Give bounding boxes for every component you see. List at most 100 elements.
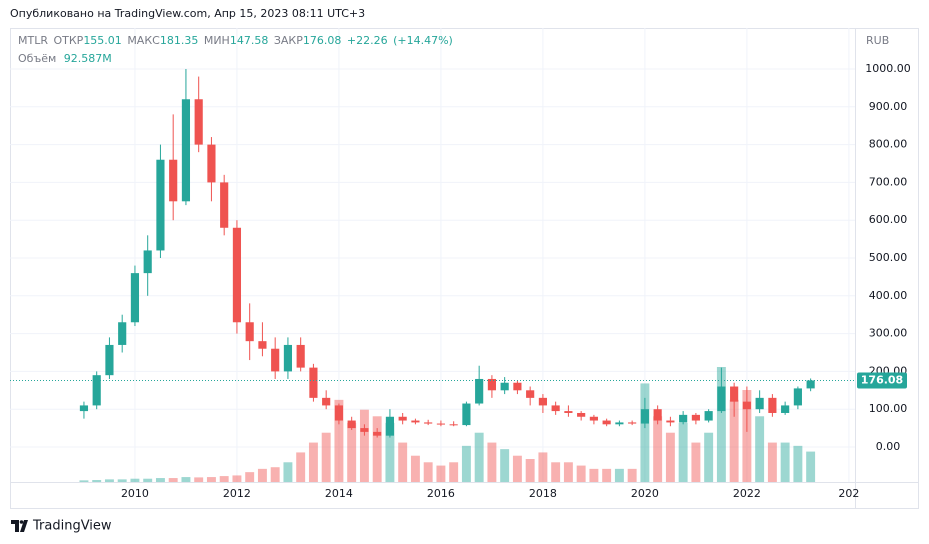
candle-body — [322, 397, 331, 406]
change: +22.26 — [347, 34, 388, 47]
y-tick-label: 800.00 — [869, 138, 908, 151]
y-tick-label: 400.00 — [869, 289, 908, 302]
candle-body — [717, 386, 726, 412]
volume-bar — [232, 475, 242, 482]
brand: TradingView — [32, 519, 112, 534]
volume-bar — [576, 465, 586, 482]
volume-bar — [334, 399, 344, 482]
candle-body — [577, 412, 586, 417]
volume-bar — [143, 478, 153, 482]
candle-body — [781, 405, 790, 413]
symbol: MTLR — [18, 34, 48, 47]
volume-bar — [194, 477, 204, 482]
y-tick-label: 700.00 — [869, 175, 908, 188]
volume-bar — [691, 442, 701, 482]
y-tick-label: 100.00 — [869, 402, 908, 415]
chart-frame — [10, 28, 919, 509]
volume-bar — [729, 399, 739, 482]
volume-bar — [716, 367, 726, 482]
x-tick-label: 2016 — [427, 487, 455, 500]
volume-bar — [270, 467, 280, 482]
high-value: 181.35 — [160, 34, 199, 47]
candle-body — [424, 422, 433, 424]
candle-body — [806, 380, 815, 389]
candle-body — [271, 348, 280, 372]
volume-bar — [423, 462, 433, 482]
volume-bar — [665, 432, 675, 482]
candle-body — [373, 431, 382, 436]
volume-value: 92.587M — [64, 52, 112, 65]
candle-body — [118, 322, 127, 345]
candle-body — [640, 409, 649, 424]
candle-body — [513, 382, 522, 391]
volume-bar — [104, 479, 114, 482]
change-pct: (+14.47%) — [393, 34, 453, 47]
high-label: МАКС — [127, 34, 160, 47]
volume-bar — [385, 422, 395, 482]
volume-bar — [155, 478, 165, 482]
volume-bar — [487, 442, 497, 482]
candle-body — [742, 401, 751, 410]
candle-body — [730, 386, 739, 402]
volume-bar — [92, 480, 102, 482]
volume-bar — [283, 462, 293, 482]
candle-body — [360, 428, 369, 432]
candle-body — [653, 409, 662, 421]
candle-body — [105, 344, 114, 376]
volume-bar — [79, 480, 89, 482]
candle-body — [628, 422, 637, 424]
candle-body — [666, 420, 675, 423]
volume-bar — [525, 459, 535, 482]
volume-bar — [347, 422, 357, 482]
close-value: 176.08 — [303, 34, 342, 47]
candle-body — [475, 378, 484, 404]
volume-bar — [321, 432, 331, 482]
volume-legend: Объём 92.587M — [18, 52, 112, 65]
candle-body — [385, 416, 394, 436]
candle-body — [245, 322, 254, 342]
volume-bar — [181, 477, 191, 482]
candle-body — [755, 397, 764, 410]
legend: MTLR ОТКР155.01 МАКС181.35 МИН147.58 ЗАК… — [18, 34, 453, 47]
volume-bar — [653, 416, 663, 482]
y-tick-label: 0.00 — [876, 440, 901, 453]
volume-bar — [589, 468, 599, 482]
candle-body — [156, 159, 165, 251]
volume-bar — [130, 478, 140, 482]
y-tick-label: 600.00 — [869, 213, 908, 226]
volume-bar — [117, 479, 127, 482]
volume-bar — [780, 442, 790, 482]
volume-bar — [474, 432, 484, 482]
candle-body — [551, 405, 560, 412]
volume-bar — [219, 476, 229, 482]
candle-body — [538, 397, 547, 406]
candle-body — [258, 341, 267, 349]
open-label: ОТКР — [53, 34, 83, 47]
x-tick-label: 2010 — [121, 487, 149, 500]
low-label: МИН — [204, 34, 230, 47]
candle-body — [194, 99, 203, 145]
brand-logo — [11, 520, 28, 532]
candle-body — [768, 397, 777, 413]
volume-bar — [461, 445, 471, 482]
candle-body — [691, 414, 700, 421]
candle-body — [526, 390, 535, 398]
volume-bar — [806, 451, 816, 482]
volume-bar — [296, 452, 306, 482]
candle-body — [449, 424, 458, 426]
volume-bar — [168, 478, 178, 482]
x-tick-label: 2014 — [325, 487, 353, 500]
volume-bar — [500, 449, 510, 482]
last-price-label: 176.08 — [861, 373, 903, 386]
volume-bar — [398, 442, 408, 482]
open-value: 155.01 — [83, 34, 122, 47]
plot — [10, 28, 855, 482]
last-price-box — [857, 372, 907, 389]
candle-body — [436, 423, 445, 425]
volume-bar — [563, 462, 573, 482]
x-tick-label: 2018 — [529, 487, 557, 500]
volume-bar — [627, 468, 637, 482]
candle-body — [220, 182, 229, 228]
close-label: ЗАКР — [274, 34, 303, 47]
volume-bar — [449, 462, 459, 482]
